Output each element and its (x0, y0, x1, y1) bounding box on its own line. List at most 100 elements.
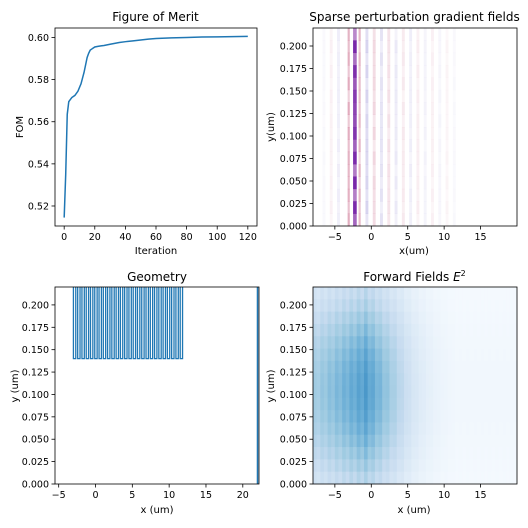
field-cell (320, 471, 325, 485)
field-cell (327, 299, 332, 313)
gradient-cell (445, 139, 449, 153)
gradient-cell (416, 89, 420, 103)
field-cell (455, 459, 460, 473)
field-cell (316, 434, 321, 448)
field-cell (353, 471, 358, 485)
field-cell (436, 459, 441, 473)
field-cell (349, 447, 354, 460)
field-cell (342, 299, 347, 313)
field-cell (364, 434, 369, 448)
field-cell (316, 348, 321, 362)
field-cell (451, 385, 456, 399)
field-cell (495, 287, 500, 300)
field-cell (444, 287, 449, 300)
field-cell (356, 348, 361, 362)
field-cell (374, 397, 379, 411)
field-cell (513, 373, 518, 386)
gradient-cell (387, 102, 391, 115)
field-cell (360, 422, 365, 436)
field-cell (331, 311, 336, 325)
gradient-cell (438, 52, 442, 66)
field-cell (349, 311, 354, 325)
y-tick-label: 0.000 (22, 480, 49, 491)
field-cell (400, 336, 405, 349)
field-cell (396, 385, 401, 399)
field-cell (320, 422, 325, 436)
field-cell (404, 434, 409, 448)
gradient-cell (365, 40, 369, 54)
field-cell (364, 410, 369, 423)
gradient-cell (365, 164, 369, 177)
forward-field-chart-title: Forward Fields E2 (363, 269, 466, 284)
field-cell (400, 459, 405, 473)
field-cell (389, 360, 394, 374)
field-cell (396, 459, 401, 473)
gradient-cell (372, 102, 376, 115)
field-cell (356, 373, 361, 386)
x-tick-label: 0 (92, 490, 98, 501)
field-cell (327, 459, 332, 473)
field-cell (396, 323, 401, 337)
forward-field-chart-ticks: −5 0 5 10 15 0.000 0.025 0.050 0.075 0.100 0.125 0.… (280, 300, 487, 501)
field-cell (411, 287, 416, 300)
geometry-tooth (89, 287, 94, 360)
gradient-cell (337, 65, 340, 78)
gradient-cell (416, 176, 420, 190)
gradient-cell (322, 115, 325, 128)
gradient-cell (416, 40, 420, 54)
gradient-cell (380, 127, 383, 140)
field-cell (334, 299, 339, 313)
gradient-cell (452, 213, 456, 227)
gradient-cell (337, 176, 340, 190)
gradient-cell (380, 188, 383, 202)
field-cell (364, 471, 369, 485)
gradient-cell (394, 77, 398, 91)
field-cell (466, 348, 471, 362)
field-cell (342, 287, 347, 300)
field-cell (327, 410, 332, 423)
field-cell (455, 385, 460, 399)
field-cell (429, 287, 434, 300)
field-cell (382, 323, 387, 337)
field-cell (356, 447, 361, 460)
field-cell (513, 385, 518, 399)
field-cell (495, 422, 500, 436)
field-cell (338, 336, 343, 349)
field-cell (495, 447, 500, 460)
field-cell (411, 447, 416, 460)
gradient-cell (322, 213, 326, 227)
field-cell (338, 360, 343, 374)
geometry-tooth (98, 287, 103, 360)
field-cell (396, 471, 401, 485)
gradient-cell (416, 213, 420, 227)
field-cell (385, 360, 390, 374)
gradient-cell (337, 139, 340, 153)
field-cell (313, 311, 318, 325)
field-cell (513, 459, 518, 473)
gradient-cell (322, 77, 326, 91)
field-cell (509, 410, 514, 423)
field-cell (404, 410, 409, 423)
gradient-cell (416, 188, 420, 202)
field-cell (462, 311, 467, 325)
field-cell (433, 348, 438, 362)
field-cell (466, 299, 471, 313)
field-cell (480, 397, 485, 411)
gradient-cell (347, 127, 350, 140)
field-cell (393, 397, 398, 411)
field-cell (374, 434, 379, 448)
field-cell (447, 459, 452, 473)
field-cell (491, 373, 496, 386)
gradient-cell (365, 28, 369, 41)
field-cell (502, 299, 507, 313)
forward-field-title-text: Forward Fields (363, 270, 453, 284)
field-cell (506, 397, 511, 411)
field-cell (334, 397, 339, 411)
field-cell (327, 348, 332, 362)
field-cell (458, 323, 463, 337)
field-cell (429, 311, 434, 325)
field-cell (360, 336, 365, 349)
field-cell (506, 336, 511, 349)
field-cell (484, 360, 489, 374)
field-cell (469, 422, 474, 436)
